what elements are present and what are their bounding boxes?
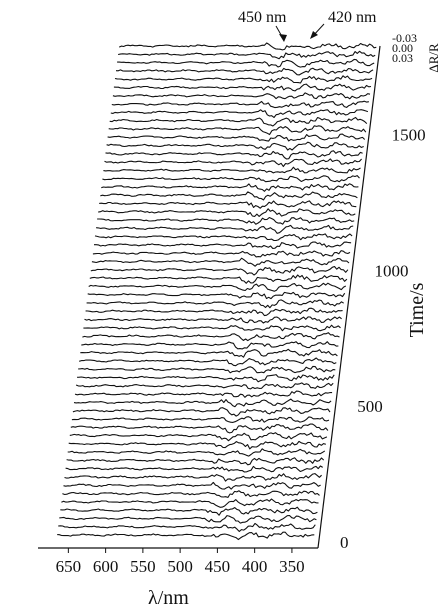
time-tick-label: 1000 <box>374 261 408 280</box>
trace-9 <box>66 457 325 466</box>
axes-group <box>38 45 381 549</box>
time-axis-label: Time/s <box>406 282 428 337</box>
trace-58 <box>118 50 376 60</box>
trace-29 <box>87 291 346 300</box>
trace-8 <box>65 465 323 473</box>
trace-56 <box>115 67 374 76</box>
annotation-420nm-arrowhead <box>310 31 318 39</box>
trace-3 <box>60 506 318 516</box>
trace-33 <box>91 257 350 267</box>
trace-23 <box>81 341 339 350</box>
delta-r-tick-label: -0.03 <box>392 31 417 45</box>
trace-4 <box>61 498 319 508</box>
x-tick-label: 500 <box>167 557 193 576</box>
trace-44 <box>103 166 361 174</box>
trace-20 <box>78 365 336 374</box>
trace-25 <box>83 324 341 332</box>
x-tick-label: 600 <box>93 557 119 576</box>
trace-2 <box>59 514 317 524</box>
trace-21 <box>79 357 337 367</box>
time-tick-label: 1500 <box>392 126 426 145</box>
trace-15 <box>72 407 331 417</box>
trace-35 <box>94 241 352 250</box>
trace-38 <box>97 216 355 225</box>
trace-45 <box>104 158 363 168</box>
trace-14 <box>71 416 330 423</box>
x-tick-label: 350 <box>279 557 305 576</box>
trace-48 <box>107 133 366 142</box>
trace-50 <box>109 116 368 127</box>
trace-32 <box>90 265 349 276</box>
time-axis-line <box>317 45 381 549</box>
annotation-450nm: 450 nm <box>238 9 287 26</box>
trace-7 <box>64 473 322 482</box>
time-tick-label: 0 <box>340 533 349 552</box>
trace-0 <box>57 531 315 541</box>
trace-group <box>57 42 377 541</box>
trace-31 <box>89 274 348 284</box>
trace-51 <box>110 109 369 119</box>
trace-59 <box>118 42 377 51</box>
trace-55 <box>114 75 373 84</box>
time-tick-label: 500 <box>357 397 383 416</box>
trace-43 <box>102 175 360 183</box>
x-tick-label: 650 <box>56 557 82 576</box>
trace-37 <box>96 224 354 234</box>
trace-39 <box>98 208 356 217</box>
trace-42 <box>101 183 359 192</box>
trace-6 <box>63 481 321 490</box>
trace-17 <box>74 390 333 398</box>
trace-19 <box>77 374 335 383</box>
delta-r-tick-group: -0.030.000.03 <box>392 31 417 65</box>
x-tick-label: 550 <box>130 557 156 576</box>
trace-54 <box>113 83 372 92</box>
trace-18 <box>75 382 334 390</box>
trace-10 <box>67 448 326 457</box>
trace-1 <box>58 522 316 533</box>
x-tick-label: 450 <box>205 557 231 576</box>
x-tick-label: 400 <box>242 557 268 576</box>
trace-53 <box>112 92 371 100</box>
trace-13 <box>70 423 329 434</box>
delta-r-tick-label: 0.03 <box>392 51 413 65</box>
trace-46 <box>105 150 363 160</box>
trace-27 <box>85 307 343 317</box>
trace-52 <box>111 100 369 109</box>
trace-41 <box>100 191 358 201</box>
trace-49 <box>108 125 367 136</box>
trace-57 <box>117 58 375 68</box>
x-axis-label: λ/nm <box>148 587 189 609</box>
trace-22 <box>80 348 338 358</box>
trace-30 <box>88 282 347 292</box>
trace-11 <box>68 440 326 450</box>
x-tick-group: 650 600 550 500 450 400 350 <box>56 548 305 576</box>
trace-26 <box>84 316 342 324</box>
annotation-420nm: 420 nm <box>328 9 377 26</box>
annotation-450nm-arrowhead <box>279 34 287 42</box>
trace-47 <box>106 141 364 151</box>
trace-40 <box>99 200 357 209</box>
delta-r-tick-label: 0.00 <box>392 41 413 55</box>
trace-24 <box>82 332 340 342</box>
time-tick-group: 0 500 1000 1500 <box>340 126 426 553</box>
trace-16 <box>73 398 332 408</box>
trace-28 <box>86 299 344 309</box>
trace-5 <box>62 490 320 498</box>
delta-r-axis-label: ΔR/R <box>426 43 441 73</box>
trace-34 <box>92 250 351 258</box>
trace-12 <box>69 432 328 442</box>
trace-36 <box>94 233 353 242</box>
